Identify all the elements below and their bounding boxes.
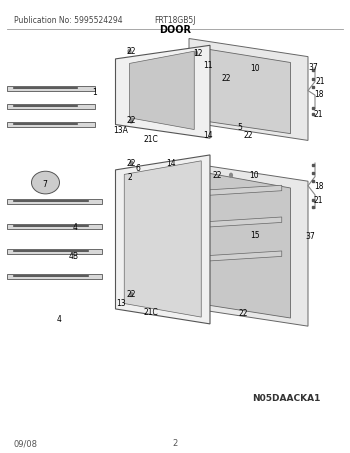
Text: 22: 22 xyxy=(213,171,223,180)
Polygon shape xyxy=(7,224,101,229)
Text: DOOR: DOOR xyxy=(159,25,191,35)
Text: 14: 14 xyxy=(203,131,213,140)
Text: 22: 22 xyxy=(126,159,136,168)
Polygon shape xyxy=(198,171,290,318)
Text: 1: 1 xyxy=(92,88,97,97)
Circle shape xyxy=(129,118,133,124)
Text: 10: 10 xyxy=(249,171,259,180)
Text: 14: 14 xyxy=(167,159,176,169)
Text: 4: 4 xyxy=(73,223,78,232)
Text: 21: 21 xyxy=(313,110,323,119)
Text: 10: 10 xyxy=(251,64,260,73)
Polygon shape xyxy=(7,122,94,127)
Text: 2: 2 xyxy=(127,173,132,182)
Text: 12: 12 xyxy=(193,49,203,58)
Text: 6: 6 xyxy=(136,164,141,173)
Text: 7: 7 xyxy=(42,180,47,189)
Text: 22: 22 xyxy=(244,131,253,140)
Circle shape xyxy=(129,292,133,297)
Polygon shape xyxy=(116,155,210,324)
Text: 4: 4 xyxy=(57,315,62,324)
Circle shape xyxy=(229,173,233,178)
Polygon shape xyxy=(7,86,94,91)
Text: 11: 11 xyxy=(203,61,213,70)
Polygon shape xyxy=(124,161,201,317)
Text: 15: 15 xyxy=(251,231,260,240)
Polygon shape xyxy=(189,39,308,140)
Polygon shape xyxy=(7,104,94,109)
Text: 22: 22 xyxy=(126,47,136,56)
Polygon shape xyxy=(202,217,282,227)
Text: 5: 5 xyxy=(237,123,242,132)
Text: 37: 37 xyxy=(306,232,315,241)
Circle shape xyxy=(194,50,198,56)
Text: 18: 18 xyxy=(314,182,323,191)
Text: 2: 2 xyxy=(172,439,177,448)
Text: 21: 21 xyxy=(315,77,325,86)
Text: 21C: 21C xyxy=(144,135,159,144)
Text: 22: 22 xyxy=(126,290,136,299)
Circle shape xyxy=(127,48,132,54)
Text: 22: 22 xyxy=(238,309,248,318)
Text: 13: 13 xyxy=(116,299,126,308)
Text: 13A: 13A xyxy=(113,126,128,135)
Polygon shape xyxy=(202,185,282,196)
Polygon shape xyxy=(189,163,308,326)
Text: N05DAACKA1: N05DAACKA1 xyxy=(252,394,320,403)
Polygon shape xyxy=(7,249,101,254)
Polygon shape xyxy=(130,51,194,130)
Text: 22: 22 xyxy=(221,74,231,83)
Text: 21C: 21C xyxy=(144,308,159,317)
Text: FRT18GB5J: FRT18GB5J xyxy=(154,16,196,25)
Text: 22: 22 xyxy=(126,116,136,125)
Polygon shape xyxy=(198,48,290,134)
Circle shape xyxy=(129,160,133,166)
Text: Publication No: 5995524294: Publication No: 5995524294 xyxy=(14,16,122,25)
Polygon shape xyxy=(7,274,101,279)
Polygon shape xyxy=(7,199,101,204)
Text: 18: 18 xyxy=(314,90,323,99)
Polygon shape xyxy=(116,45,210,138)
Text: 4B: 4B xyxy=(69,252,78,261)
Ellipse shape xyxy=(32,171,60,194)
Text: 09/08: 09/08 xyxy=(14,439,38,448)
Polygon shape xyxy=(202,251,282,261)
Text: 21: 21 xyxy=(313,196,323,205)
Text: 37: 37 xyxy=(308,63,318,72)
